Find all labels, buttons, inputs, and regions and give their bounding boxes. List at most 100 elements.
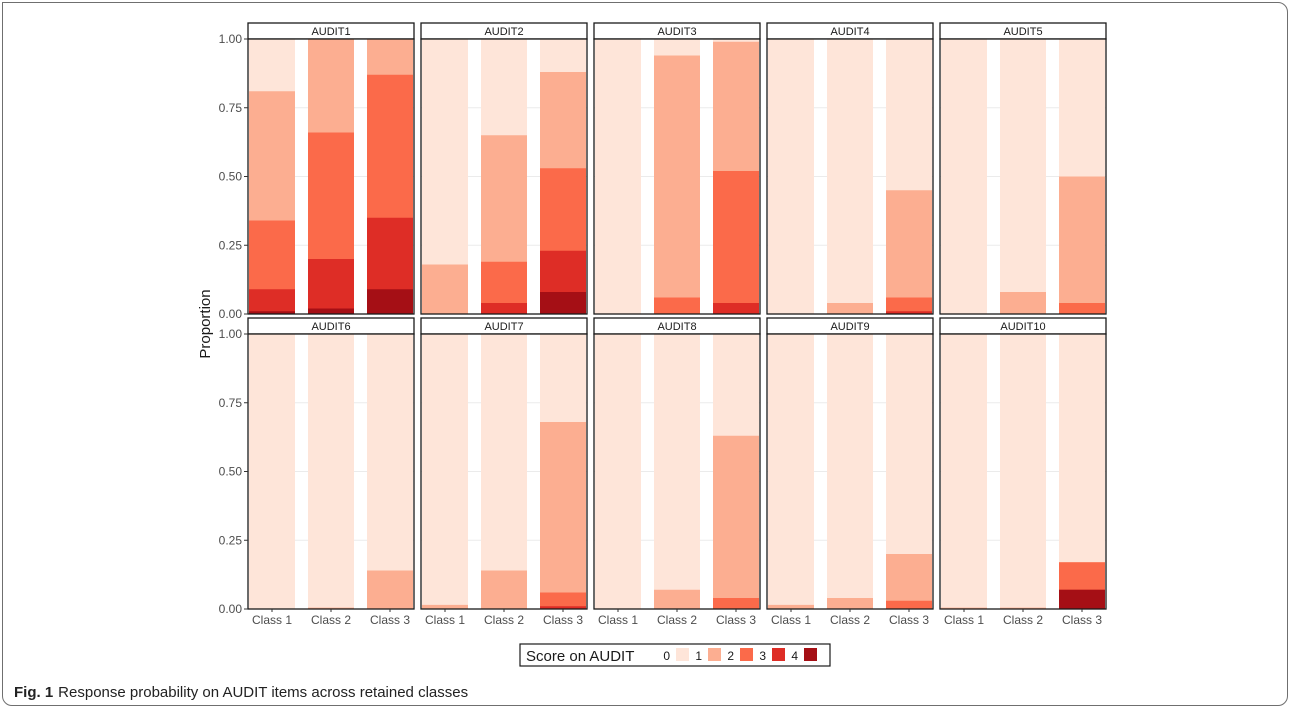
- bar-segment-audit6-class3-score0: [367, 334, 413, 609]
- bar-segment-audit2-class2-score3: [481, 303, 527, 314]
- x-tick-label: Class 3: [889, 613, 929, 627]
- panel-border: [766, 38, 934, 315]
- bar-segment-audit9-class2-score0: [827, 334, 873, 609]
- legend-key-swatch: [772, 648, 785, 661]
- legend-key-label: 3: [759, 649, 766, 663]
- x-tick-label: Class 1: [425, 613, 465, 627]
- y-tick-label: 1.00: [219, 32, 243, 46]
- y-tick-label: 0.50: [219, 465, 243, 479]
- bar-segment-audit4-class2-score1: [827, 303, 873, 314]
- y-tick-label: 0.75: [219, 396, 243, 410]
- panel-border: [420, 38, 588, 315]
- bar-segment-audit9-class1-score1: [768, 604, 814, 609]
- bar-segment-audit10-class1-score0: [941, 334, 987, 609]
- bar-segment-audit3-class1-score0: [595, 39, 641, 314]
- facet-panel-audit4: AUDIT4: [766, 22, 934, 315]
- y-tick-label: 0.25: [219, 533, 243, 547]
- bar-segment-audit1-class2-score3: [308, 259, 354, 314]
- bar-segment-audit10-class3-score4: [1059, 589, 1105, 609]
- bar-segment-audit8-class2-score0: [654, 334, 700, 609]
- bar-segment-audit4-class3-score2: [886, 297, 932, 314]
- bar-segment-audit7-class1-score1: [422, 604, 468, 609]
- facet-panel-audit10: AUDIT10 Class 1 Class 2 Class 3: [939, 317, 1107, 627]
- facet-strip-label: AUDIT10: [1000, 321, 1045, 333]
- bar-segment-audit5-class2-score1: [1000, 292, 1046, 314]
- legend-key-swatch: [676, 648, 689, 661]
- bar-segment-audit10-class1-score1: [941, 607, 987, 609]
- bar-segment-audit7-class2-score1: [481, 570, 527, 609]
- y-tick-label: 0.75: [219, 101, 243, 115]
- bar-segment-audit1-class1-score4: [249, 311, 295, 314]
- bar-segment-audit6-class1-score0: [249, 334, 295, 609]
- bar-segment-audit8-class3-score1: [713, 435, 759, 609]
- y-tick-label: 1.00: [219, 327, 243, 341]
- facet-panel-audit8: AUDIT8 Class 1 Class 2 Class 3: [593, 317, 761, 627]
- x-tick-label: Class 2: [657, 613, 697, 627]
- x-tick-label: Class 3: [716, 613, 756, 627]
- bar-segment-audit7-class1-score0: [422, 334, 468, 609]
- bar-segment-audit7-class3-score1: [540, 422, 586, 609]
- bar-segment-audit3-class3-score2: [713, 171, 759, 314]
- bar-segment-audit9-class3-score2: [886, 600, 932, 609]
- facet-strip-label: AUDIT6: [311, 321, 350, 333]
- bar-segment-audit5-class3-score1: [1059, 176, 1105, 314]
- bar-segment-audit8-class3-score2: [713, 598, 759, 609]
- facet-panel-audit9: AUDIT9 Class 1 Class 2 Class 3: [766, 317, 934, 627]
- x-tick-label: Class 2: [830, 613, 870, 627]
- x-tick-label: Class 1: [252, 613, 292, 627]
- x-tick-label: Class 2: [484, 613, 524, 627]
- bar-segment-audit3-class3-score3: [713, 303, 759, 314]
- figure-label: Fig. 1: [14, 684, 54, 701]
- facet-strip-label: AUDIT8: [657, 321, 696, 333]
- facet-panel-audit7: AUDIT7 Class 1 Class 2 Class 3: [420, 317, 588, 627]
- bar-segment-audit9-class2-score1: [827, 598, 873, 609]
- y-tick-label: 0.00: [219, 602, 243, 616]
- facet-panel-audit2: AUDIT2: [420, 22, 588, 315]
- legend: Score on AUDIT 0 1 2 3 4: [519, 643, 831, 667]
- bar-segment-audit7-class3-score2: [540, 592, 586, 609]
- facet-strip-label: AUDIT2: [484, 26, 523, 38]
- y-tick-label: 0.50: [219, 170, 243, 184]
- legend-key-label: 2: [727, 649, 734, 663]
- bar-segment-audit2-class1-score1: [422, 264, 468, 314]
- facet-panel-audit6: AUDIT6 Class 1 Class 2 Class 3: [247, 317, 415, 627]
- bar-segment-audit6-class2-score1: [308, 607, 354, 609]
- bar-segment-audit3-class2-score1: [654, 55, 700, 314]
- bar-segment-audit9-class3-score1: [886, 554, 932, 609]
- facet-panel-audit5: AUDIT5: [939, 22, 1107, 315]
- figure-caption: Fig. 1 Response probability on AUDIT item…: [14, 684, 468, 701]
- bar-segment-audit7-class2-score0: [481, 334, 527, 609]
- y-tick-label: 0.00: [219, 307, 243, 321]
- bar-segment-audit1-class1-score3: [249, 289, 295, 314]
- bar-segment-audit1-class3-score4: [367, 289, 413, 314]
- legend-key-swatch: [708, 648, 721, 661]
- legend-title: Score on AUDIT: [526, 648, 634, 665]
- bar-segment-audit4-class3-score3: [886, 311, 932, 314]
- x-tick-label: Class 2: [1003, 613, 1043, 627]
- bar-segment-audit8-class1-score0: [595, 334, 641, 609]
- bar-segment-audit10-class2-score0: [1000, 334, 1046, 609]
- figure-caption-text: Response probability on AUDIT items acro…: [58, 684, 469, 701]
- bar-segment-audit7-class3-score3: [540, 606, 586, 609]
- legend-key-label: 4: [791, 649, 798, 663]
- bar-segment-audit4-class2-score0: [827, 39, 873, 314]
- bar-segment-audit6-class2-score0: [308, 334, 354, 609]
- x-tick-label: Class 3: [1062, 613, 1102, 627]
- y-tick-label: 0.25: [219, 238, 243, 252]
- bar-segment-audit5-class2-score0: [1000, 39, 1046, 314]
- x-tick-label: Class 1: [771, 613, 811, 627]
- x-tick-label: Class 1: [598, 613, 638, 627]
- legend-key-swatch: [740, 648, 753, 661]
- facet-panel-audit1: AUDIT1: [247, 22, 415, 315]
- panel-border: [939, 38, 1107, 315]
- facet-strip-label: AUDIT7: [484, 321, 523, 333]
- x-tick-label: Class 2: [311, 613, 351, 627]
- facet-panel-audit3: AUDIT3: [593, 22, 761, 315]
- bar-segment-audit8-class2-score1: [654, 589, 700, 609]
- facet-strip-label: AUDIT4: [830, 26, 869, 38]
- facet-strip-label: AUDIT3: [657, 26, 696, 38]
- x-tick-label: Class 3: [543, 613, 583, 627]
- bar-segment-audit4-class1-score0: [768, 39, 814, 314]
